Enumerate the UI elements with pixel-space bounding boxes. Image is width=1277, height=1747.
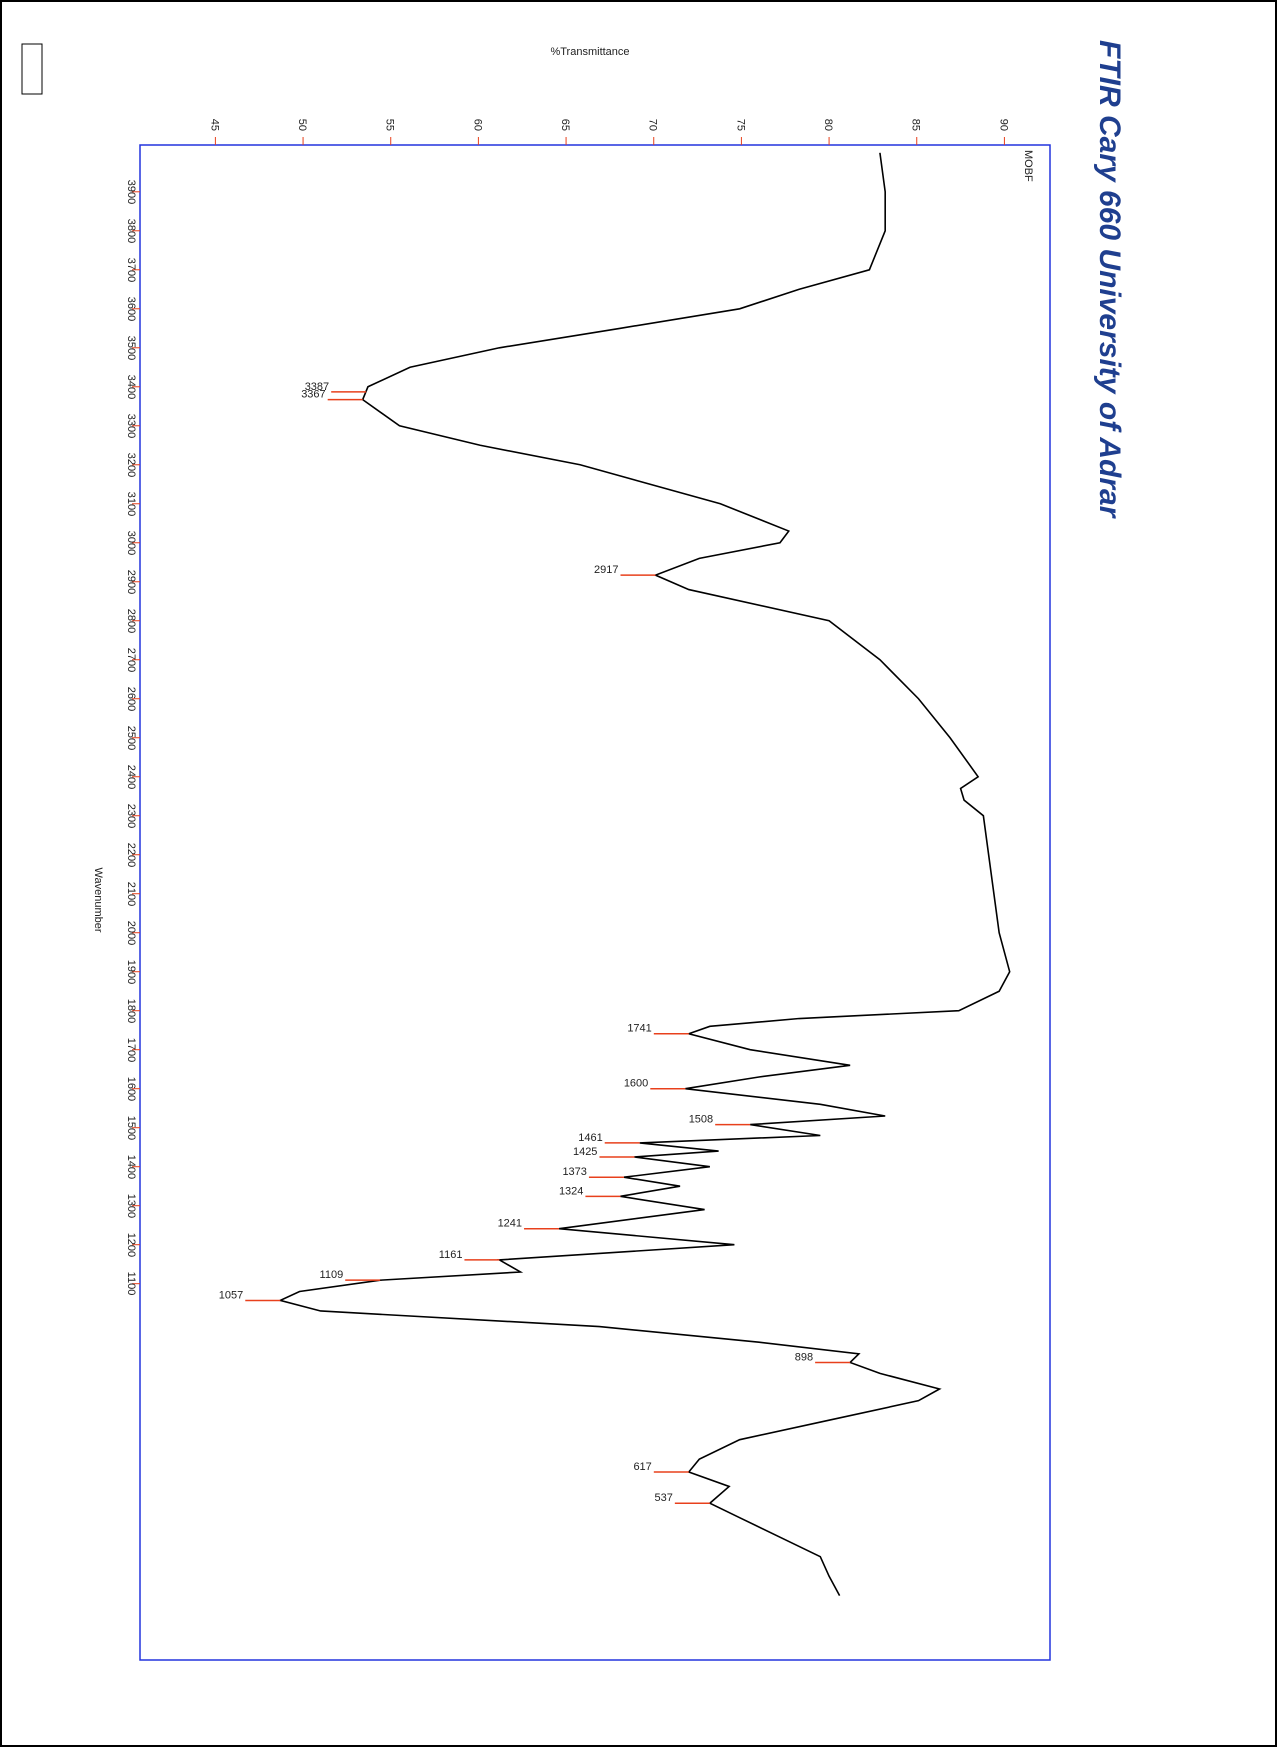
x-tick-label: 1100 xyxy=(125,1272,137,1296)
peak-label: 1057 xyxy=(219,1289,243,1301)
peak-label: 898 xyxy=(795,1351,813,1363)
peak-label: 1425 xyxy=(573,1146,597,1158)
y-tick-label: 85 xyxy=(910,119,922,131)
x-axis-label: Wavenumber xyxy=(92,867,104,932)
y-tick-label: 90 xyxy=(997,119,1009,131)
x-tick-label: 1200 xyxy=(125,1233,137,1257)
peak-label: 3367 xyxy=(301,389,325,401)
x-tick-label: 3300 xyxy=(125,414,137,438)
chart-title: FTIR Cary 660 University of Adrar xyxy=(1093,40,1126,520)
peak-label: 1600 xyxy=(624,1078,648,1090)
y-tick-label: 55 xyxy=(384,119,396,131)
x-tick-label: 3400 xyxy=(125,375,137,399)
x-tick-label: 2900 xyxy=(125,570,137,594)
x-tick-label: 3500 xyxy=(125,336,137,360)
x-tick-label: 1300 xyxy=(125,1194,137,1218)
peak-label: 1241 xyxy=(498,1218,522,1230)
x-tick-label: 3100 xyxy=(125,492,137,516)
x-tick-label: 3800 xyxy=(125,219,137,243)
peak-label: 1324 xyxy=(559,1185,583,1197)
y-tick-label: 75 xyxy=(734,119,746,131)
x-tick-label: 1600 xyxy=(125,1077,137,1101)
x-tick-label: 3900 xyxy=(125,180,137,204)
x-tick-label: 1700 xyxy=(125,1038,137,1062)
plot-frame xyxy=(139,144,1051,1661)
spectrum-line xyxy=(277,152,1011,1597)
x-tick-label: 3700 xyxy=(125,258,137,282)
x-tick-label: 2000 xyxy=(125,921,137,945)
y-tick-label: 45 xyxy=(208,119,220,131)
y-axis-label: %Transmittance xyxy=(550,46,629,58)
peak-label: 3387 xyxy=(305,381,329,393)
x-tick-label: 2100 xyxy=(125,882,137,906)
x-tick-label: 2800 xyxy=(125,609,137,633)
x-tick-label: 2300 xyxy=(125,804,137,828)
peak-label: 1161 xyxy=(439,1249,463,1261)
x-tick-label: 3200 xyxy=(125,453,137,477)
y-tick-label: 80 xyxy=(822,119,834,131)
peak-label: 1373 xyxy=(562,1166,586,1178)
legend-box xyxy=(21,43,43,95)
y-tick-label: 60 xyxy=(471,119,483,131)
peak-label: 1109 xyxy=(320,1269,344,1281)
peak-label: 537 xyxy=(654,1492,672,1504)
y-tick-label: 65 xyxy=(559,119,571,131)
x-tick-label: 3600 xyxy=(125,297,137,321)
x-tick-label: 2600 xyxy=(125,687,137,711)
peak-label: 617 xyxy=(633,1461,651,1473)
x-tick-label: 1400 xyxy=(125,1155,137,1179)
x-tick-label: 1800 xyxy=(125,999,137,1023)
sample-name: MOBF xyxy=(1022,150,1034,182)
peak-label: 1741 xyxy=(627,1023,651,1035)
x-tick-label: 1500 xyxy=(125,1116,137,1140)
x-tick-label: 1900 xyxy=(125,960,137,984)
peak-label: 1508 xyxy=(689,1114,713,1126)
x-tick-label: 2200 xyxy=(125,843,137,867)
x-tick-label: 2700 xyxy=(125,648,137,672)
y-tick-label: 50 xyxy=(296,119,308,131)
x-tick-label: 3000 xyxy=(125,531,137,555)
x-tick-label: 2400 xyxy=(125,765,137,789)
peak-label: 2917 xyxy=(594,564,618,576)
x-tick-label: 2500 xyxy=(125,726,137,750)
peak-label: 1461 xyxy=(578,1132,602,1144)
y-tick-label: 70 xyxy=(647,119,659,131)
